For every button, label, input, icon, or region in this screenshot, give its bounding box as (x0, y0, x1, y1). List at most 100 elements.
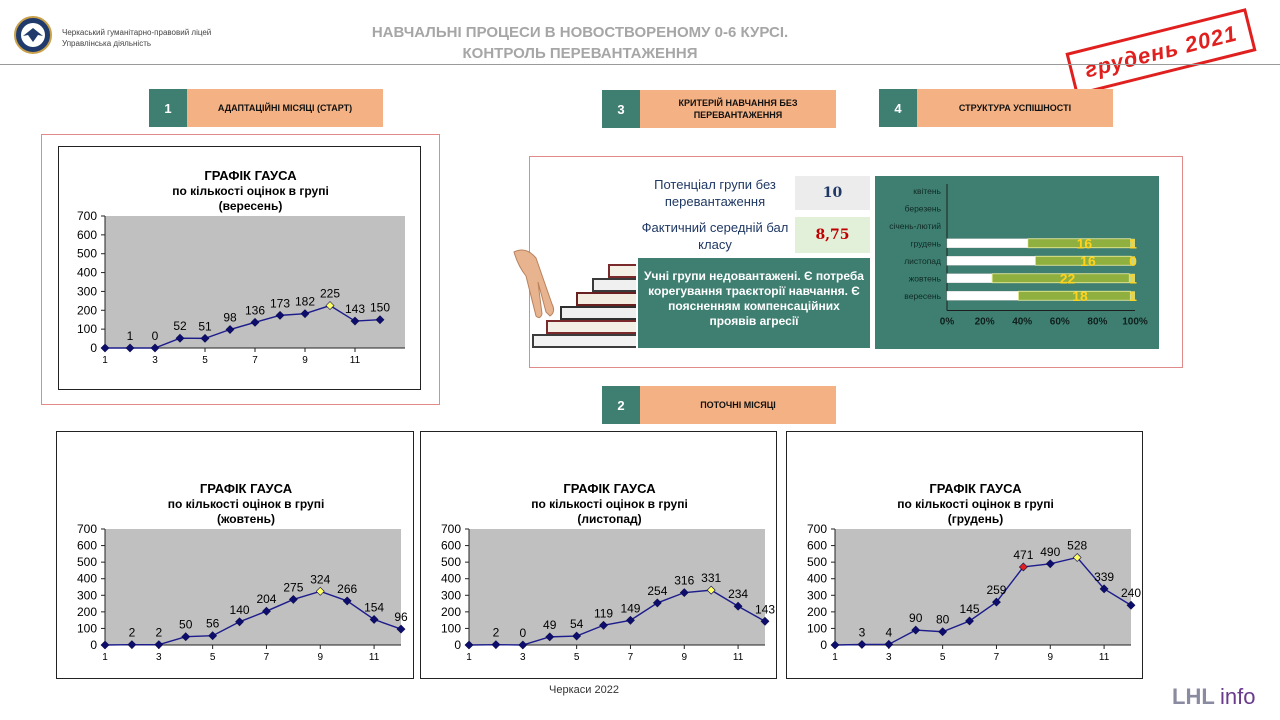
y-tick-label: 100 (77, 621, 97, 635)
hbar-segment-end (1130, 238, 1135, 248)
data-point (127, 640, 137, 650)
x-tick-label: 1 (466, 652, 472, 663)
hbar-x-tick-label: 100% (1122, 317, 1148, 328)
x-tick-label: 5 (202, 355, 208, 366)
data-label: 234 (728, 587, 748, 601)
y-tick-label: 500 (77, 247, 97, 261)
chart-subtitle: по кількості оцінок в групі (172, 184, 329, 198)
header-divider (0, 64, 1280, 65)
x-tick-label: 7 (264, 652, 270, 663)
lyceum-logo (14, 16, 52, 54)
data-point (154, 640, 164, 650)
data-label: 225 (320, 287, 340, 301)
section-3-label: КРИТЕРІЙ НАВЧАННЯ БЕЗ ПЕРЕВАНТАЖЕННЯ (640, 90, 836, 128)
section-4-label: СТРУКТУРА УСПІШНОСТІ (917, 89, 1113, 127)
data-label: 119 (594, 606, 613, 620)
data-label: 149 (620, 601, 640, 615)
series-line (834, 556, 1132, 646)
data-label: 49 (543, 618, 557, 632)
y-tick-label: 400 (77, 266, 97, 280)
hbar-segment-main (991, 273, 1130, 284)
hbar-x-tick-label: 40% (1012, 317, 1032, 328)
org-line-2: Управлінська діяльність (62, 39, 152, 48)
gauss-chart-october: ГРАФІК ГАУСА по кількості оцінок в групі(… (56, 431, 414, 679)
x-tick-label: 9 (317, 652, 323, 663)
x-tick-label: 1 (832, 652, 838, 663)
x-tick-label: 11 (369, 652, 380, 663)
data-label: 259 (986, 583, 1006, 597)
data-point (938, 627, 948, 637)
data-point (545, 632, 555, 642)
data-label: 266 (337, 582, 357, 596)
y-tick-label: 700 (807, 522, 827, 536)
x-tick-label: 5 (210, 652, 216, 663)
data-point (884, 639, 894, 649)
data-label: 490 (1040, 545, 1060, 559)
chart-subtitle: по кількості оцінок в групі (897, 497, 1054, 511)
chart-period: (вересень) (219, 199, 283, 213)
chart-period: (жовтень) (217, 512, 275, 526)
section-1-label: АДАПТАЦІЙНІ МІСЯЦІ (СТАРТ) (187, 89, 383, 127)
hbar-category-label: березень (905, 203, 942, 213)
data-point (369, 615, 379, 624)
y-tick-label: 300 (77, 588, 97, 602)
y-tick-label: 400 (807, 572, 827, 586)
y-tick-label: 500 (807, 555, 827, 569)
x-tick-label: 5 (574, 652, 580, 663)
y-tick-label: 300 (77, 284, 97, 298)
data-point (1018, 562, 1028, 572)
x-tick-label: 3 (156, 652, 162, 663)
data-label: 3 (859, 626, 866, 640)
hbar-category-label: січень-лютий (889, 221, 941, 231)
data-label: 2 (493, 626, 500, 640)
data-label: 145 (960, 602, 980, 616)
page-title-line-2: КОНТРОЛЬ ПЕРЕВАНТАЖЕННЯ (462, 45, 698, 62)
y-tick-label: 600 (441, 539, 461, 553)
hbar-value-label: 1 (1129, 235, 1137, 251)
data-point (760, 616, 770, 626)
y-tick-label: 600 (807, 539, 827, 553)
section-2-label: ПОТОЧНІ МІСЯЦІ (640, 386, 836, 424)
plot-area (469, 529, 765, 645)
date-stamp: грудень 2021 (1065, 8, 1257, 96)
hbar-segment-end (1129, 273, 1135, 283)
x-tick-label: 3 (152, 355, 158, 366)
y-tick-label: 700 (77, 209, 97, 223)
x-tick-label: 5 (940, 652, 946, 663)
data-point (235, 617, 244, 627)
actual-value: 8,75 (795, 217, 870, 253)
data-point (100, 640, 110, 650)
section-1-number: 1 (149, 89, 187, 127)
data-label: 1 (127, 329, 134, 343)
actual-label: Фактичний середній бал класу (641, 220, 789, 252)
hbar-category-label: листопад (904, 256, 941, 266)
data-point (225, 325, 235, 334)
hbar-value-label: 1 (1129, 270, 1137, 286)
data-point (572, 631, 582, 641)
data-label: 173 (270, 296, 290, 310)
y-tick-label: 100 (807, 621, 827, 635)
hbar-value-label: 18 (1072, 288, 1088, 304)
hbar-segment-base (946, 273, 993, 283)
data-point (350, 316, 360, 326)
data-label: 182 (295, 295, 315, 309)
lhl-info-logo: LHL info (1172, 684, 1255, 709)
data-point (100, 343, 110, 353)
page-title: НАВЧАЛЬНІ ПРОЦЕСИ В НОВОСТВОРЕНОМУ 0-6 К… (300, 22, 860, 64)
y-tick-label: 0 (90, 638, 97, 652)
x-tick-label: 11 (1099, 652, 1110, 663)
y-tick-label: 700 (441, 522, 461, 536)
data-label: 2 (129, 626, 136, 640)
footer-city-year: Черкаси 2022 (549, 684, 619, 696)
hbar-value-label: 1 (1129, 288, 1137, 304)
data-label: 98 (223, 311, 237, 325)
data-point (300, 309, 310, 319)
success-structure-chart: вересень 18 1 жовтень 22 1 листопад 16 0 грудень 1… (875, 176, 1159, 349)
section-4-header: 4 СТРУКТУРА УСПІШНОСТІ (879, 89, 1113, 127)
data-point (992, 597, 1001, 607)
data-point (599, 620, 608, 630)
hbar-value-label: 22 (1060, 270, 1076, 286)
